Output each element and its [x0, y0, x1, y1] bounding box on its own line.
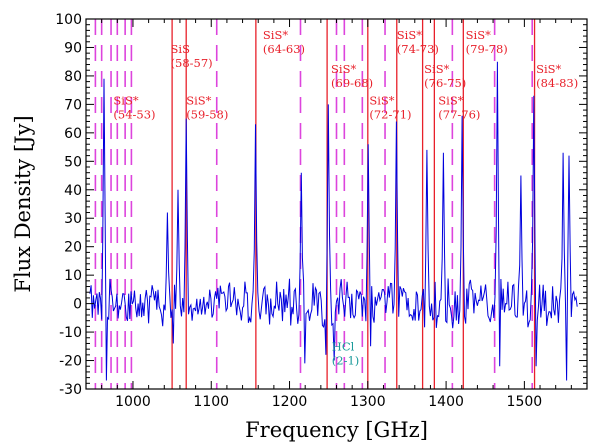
line-annotation-text: (79-78): [466, 42, 508, 56]
x-tick-label: 1400: [428, 394, 464, 410]
line-annotation-text: SiS*: [424, 62, 449, 76]
line-annotation-text: SiS*: [397, 28, 422, 42]
y-tick-label: 0: [73, 297, 82, 313]
y-tick-label: -30: [59, 382, 82, 398]
x-axis-title: Frequency [GHz]: [245, 418, 428, 442]
line-annotation-text: (58-57): [171, 56, 213, 70]
y-tick-label: 20: [64, 240, 82, 256]
line-annotation-text: SiS*: [263, 28, 288, 42]
line-annotation-text: (84-83): [536, 76, 578, 90]
line-annotation-text: HCl: [332, 340, 355, 354]
y-tick-label: -20: [59, 354, 82, 370]
line-annotation-text: (59-58): [186, 107, 228, 121]
y-tick-label: 80: [64, 69, 82, 85]
y-axis-title: Flux Density [Jy]: [11, 115, 35, 292]
line-annotation-text: (77-76): [438, 107, 480, 121]
x-tick-label: 1300: [350, 394, 386, 410]
x-tick-label: 1500: [507, 394, 543, 410]
y-tick-label: 10: [64, 268, 82, 284]
line-annotation-text: SiS*: [369, 93, 394, 107]
spectrum-line: [89, 61, 578, 381]
x-tick-label: 1000: [115, 394, 151, 410]
line-annotation-text: (74-73): [397, 42, 439, 56]
line-annotation-text: (69-68): [331, 76, 373, 90]
line-annotations: SiS(58-57)SiS*(64-63)SiS*(74-73)SiS*(79-…: [113, 28, 578, 368]
y-tick-label: -10: [59, 325, 82, 341]
spectrum-series: [89, 61, 578, 381]
y-tick-label: 90: [64, 40, 82, 56]
line-annotation-text: (64-63): [263, 42, 305, 56]
y-tick-label: 100: [55, 12, 82, 28]
y-tick-label: 70: [64, 97, 82, 113]
line-annotation-text: SiS*: [438, 93, 463, 107]
line-annotation-text: SiS*: [186, 93, 211, 107]
line-annotation-text: (54-53): [113, 107, 155, 121]
x-tick-label: 1100: [193, 394, 229, 410]
line-annotation-text: SiS*: [113, 93, 138, 107]
line-annotation-text: (2-1): [332, 354, 360, 368]
line-annotation-text: SiS*: [331, 62, 356, 76]
y-tick-label: 30: [64, 211, 82, 227]
y-tick-label: 50: [64, 154, 82, 170]
line-annotation-text: (76-75): [424, 76, 466, 90]
x-tick-label: 1200: [272, 394, 308, 410]
line-annotation-text: SiS*: [536, 62, 561, 76]
axis-ticks: 1000 1100 1200 1300 1400 1500 -30 -20 -10 0 10 20 30…: [55, 12, 588, 410]
line-annotation-text: SiS*: [466, 28, 491, 42]
y-tick-label: 40: [64, 183, 82, 199]
line-annotation-text: SiS: [171, 42, 191, 56]
line-annotation-text: (72-71): [369, 107, 411, 121]
y-tick-label: 60: [64, 126, 82, 142]
